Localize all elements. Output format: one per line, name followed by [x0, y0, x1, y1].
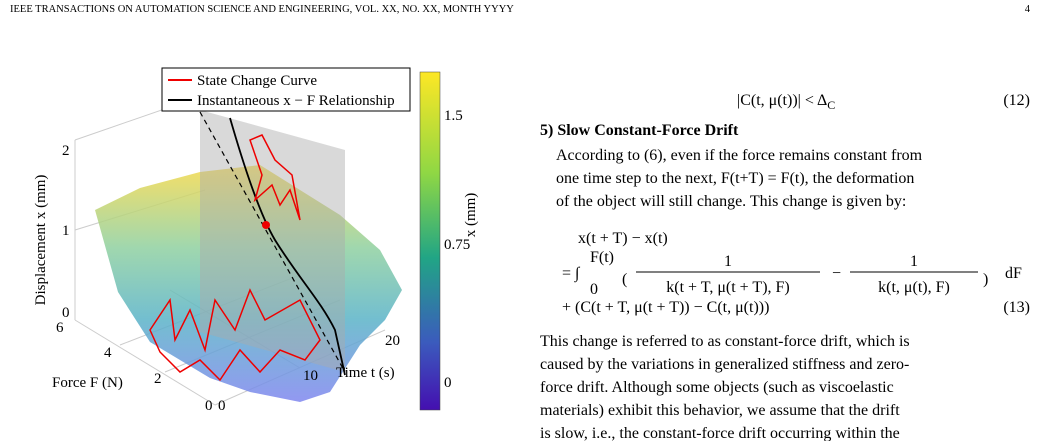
- paragraph-line: According to (6), even if the force rema…: [556, 147, 923, 164]
- eq-limit: F(t): [590, 249, 614, 266]
- eq-number: (12): [1003, 92, 1030, 109]
- legend-box: [161, 67, 411, 112]
- red-dot: [262, 221, 270, 229]
- eq-part: = ∫: [562, 265, 581, 283]
- force-tick: 4: [104, 345, 112, 361]
- legend-label: State Change Curve: [197, 73, 317, 89]
- header-title: IEEE TRANSACTIONS ON AUTOMATION SCIENCE …: [10, 4, 514, 15]
- time-tick: 20: [385, 333, 400, 349]
- red-curve: [149, 288, 321, 382]
- black-curve: [229, 117, 346, 376]
- paragraph-line: This change is referred to as constant-f…: [540, 333, 910, 350]
- surface: [95, 165, 402, 402]
- eq-paren: ): [983, 271, 988, 288]
- legend-label: Instantaneous x − F Relationship: [197, 93, 395, 109]
- eq-part: −: [832, 265, 841, 282]
- paragraph-line: force drift. Although some objects (such…: [540, 379, 894, 396]
- colorbar-tick: 0: [444, 375, 452, 391]
- z-tick: 0: [62, 305, 70, 321]
- paragraph-line: is slow, i.e., the constant-force drift …: [540, 425, 900, 441]
- red-curve: [249, 134, 301, 221]
- paragraph-line: of the object will still change. This ch…: [556, 193, 906, 210]
- eq-line: x(t + T) − x(t): [578, 230, 668, 247]
- z-axis-label: Displacement x (mm): [33, 175, 49, 306]
- time-tick: 0: [218, 398, 226, 414]
- force-tick: 6: [56, 320, 64, 336]
- grid-line: [74, 319, 216, 406]
- colorbar-label: x (mm): [463, 193, 479, 238]
- section-heading: 5) Slow Constant-Force Drift: [540, 122, 739, 139]
- equation: |C(t, μ(t))| < ΔC: [737, 92, 835, 112]
- colorbar-tick: 0.75: [444, 237, 470, 253]
- eq-den: k(t + T, μ(t + T), F): [666, 279, 790, 296]
- z-tick: 2: [62, 143, 70, 159]
- eq-line: + (C(t + T, μ(t + T)) − C(t, μ(t))): [562, 299, 769, 316]
- eq-num: 1: [910, 253, 918, 270]
- eq-main: |C(t, μ(t))| < Δ: [737, 92, 827, 109]
- eq-limit: 0: [590, 281, 598, 298]
- time-axis-label: Time t (s): [336, 365, 395, 381]
- time-tick: 10: [303, 368, 318, 384]
- force-tick: 2: [154, 371, 162, 387]
- paragraph-line: materials) exhibit this behavior, we ass…: [540, 402, 900, 419]
- force-axis-label: Force F (N): [52, 375, 123, 391]
- eq-part: dF: [1005, 265, 1022, 282]
- eq-den: k(t, μ(t), F): [878, 279, 950, 296]
- eq-sub: C: [827, 98, 835, 112]
- eq-paren: (: [622, 271, 627, 288]
- paragraph-line: one time step to the next, F(t+T) = F(t)…: [556, 170, 914, 187]
- eq-number: (13): [1003, 299, 1030, 316]
- force-tick: 0: [205, 398, 213, 414]
- colorbar: [419, 71, 441, 411]
- page-number: 4: [1025, 4, 1031, 15]
- paragraph-line: caused by the variations in generalized …: [540, 356, 909, 373]
- z-tick: 1: [62, 223, 70, 239]
- dashed-line: [199, 111, 346, 373]
- colorbar-tick: 1.5: [444, 108, 463, 124]
- eq-num: 1: [724, 253, 732, 270]
